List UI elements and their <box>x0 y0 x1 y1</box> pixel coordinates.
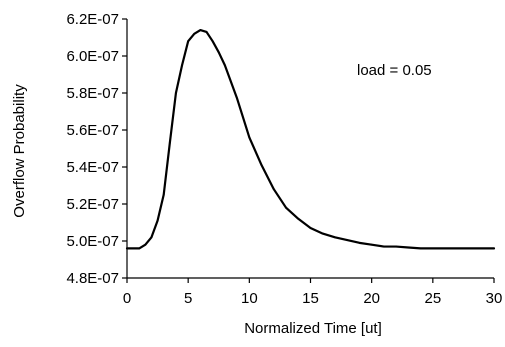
data-point <box>211 40 214 43</box>
data-point <box>468 247 471 250</box>
y-tick-label: 6.2E-07 <box>66 11 119 28</box>
data-point <box>175 92 177 94</box>
y-tick-label: 5.0E-07 <box>66 233 119 250</box>
x-axis-title: Normalized Time [ut] <box>244 320 382 337</box>
data-point <box>162 193 165 196</box>
data-point <box>181 64 183 67</box>
x-tick-label: 0 <box>123 290 131 307</box>
data-point <box>321 232 324 235</box>
data-point <box>217 51 220 54</box>
data-point <box>358 241 361 244</box>
data-point <box>168 142 171 144</box>
data-point <box>248 136 251 139</box>
x-tick-label: 25 <box>424 290 441 307</box>
data-point <box>346 239 349 241</box>
x-tick-label: 15 <box>302 290 319 307</box>
x-tick-label: 20 <box>363 290 380 307</box>
x-tick-label: 30 <box>486 290 503 307</box>
data-point <box>126 247 128 250</box>
x-tick-label: 5 <box>184 290 192 307</box>
y-axis-title: Overflow Probability <box>11 84 28 218</box>
data-point <box>493 247 495 250</box>
data-point <box>223 64 226 67</box>
y-tick-label: 6.0E-07 <box>66 48 119 65</box>
data-point <box>383 245 385 248</box>
data-point <box>456 247 459 250</box>
data-point <box>407 246 410 249</box>
data-point <box>156 219 159 222</box>
data-point <box>199 29 202 31</box>
data-point <box>138 247 141 250</box>
data-point <box>193 32 196 35</box>
y-tick-label: 5.6E-07 <box>66 122 119 139</box>
data-point <box>236 97 239 100</box>
series-line <box>125 29 496 250</box>
data-point <box>419 247 422 250</box>
load-annotation: load = 0.05 <box>357 62 432 79</box>
data-point <box>150 236 153 239</box>
y-tick-label: 5.8E-07 <box>66 85 119 102</box>
data-point <box>205 31 208 33</box>
data-point <box>431 247 434 250</box>
data-point <box>297 217 300 220</box>
y-tick-label: 4.8E-07 <box>66 270 119 287</box>
data-point <box>187 40 190 43</box>
data-point <box>260 164 263 167</box>
data-point <box>370 243 373 246</box>
data-point <box>480 247 483 250</box>
y-tick-label: 5.4E-07 <box>66 159 119 176</box>
data-point <box>144 243 147 246</box>
data-point <box>334 236 336 239</box>
data-point <box>444 247 446 250</box>
data-point <box>395 245 398 248</box>
y-tick-label: 5.2E-07 <box>66 196 119 213</box>
data-point <box>285 206 287 209</box>
data-point <box>272 188 275 191</box>
data-point <box>309 227 312 229</box>
x-tick-label: 10 <box>241 290 258 307</box>
